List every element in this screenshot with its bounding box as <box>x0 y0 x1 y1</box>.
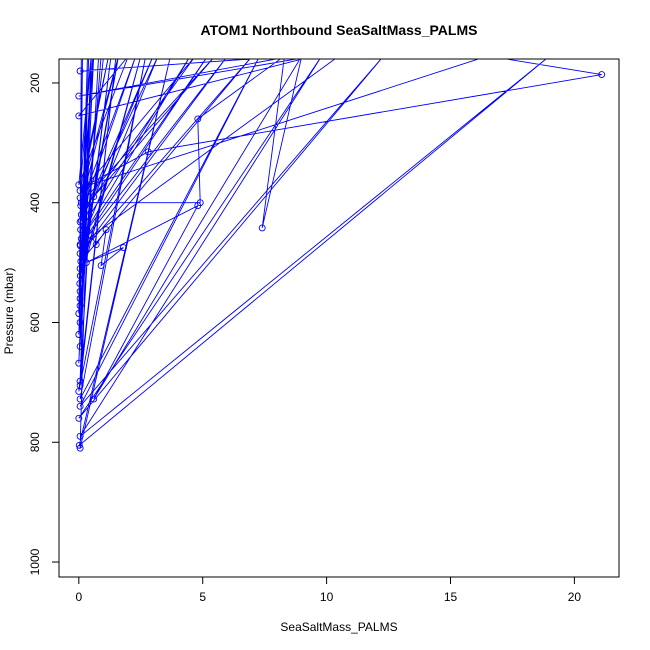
data-point <box>76 194 84 202</box>
data-point <box>80 253 88 261</box>
data-point <box>76 402 84 410</box>
data-point <box>194 115 202 123</box>
data-point <box>77 199 85 207</box>
data-point <box>76 377 84 385</box>
y-tick-label: 600 <box>28 312 42 332</box>
data-point <box>75 92 83 100</box>
data-point <box>76 302 84 310</box>
data-point <box>87 232 95 240</box>
data-point <box>75 310 83 317</box>
data-point <box>76 432 84 440</box>
data-point <box>76 395 84 403</box>
data-point <box>144 148 152 156</box>
data-point <box>76 272 84 280</box>
data-point <box>258 224 266 232</box>
data-point <box>81 184 89 192</box>
data-point <box>76 280 84 288</box>
y-axis-label: Pressure (mbar) <box>2 268 16 355</box>
x-tick-label: 0 <box>75 590 82 604</box>
x-axis: 0 5 10 15 20 <box>75 577 581 604</box>
y-tick-label: 800 <box>28 432 42 452</box>
data-point <box>82 259 90 267</box>
data-point <box>76 342 84 350</box>
data-point <box>90 193 98 201</box>
data-point <box>90 395 98 403</box>
data-point <box>76 241 84 249</box>
data-point <box>194 202 202 210</box>
data-point <box>76 187 84 195</box>
plot-area-frame <box>58 58 620 578</box>
data-point <box>77 226 85 234</box>
data-point <box>75 441 83 449</box>
x-tick-label: 15 <box>444 590 458 604</box>
data-point <box>76 287 84 295</box>
x-tick-label: 5 <box>199 590 206 604</box>
data-point <box>76 67 84 75</box>
y-tick-label: 200 <box>28 73 42 93</box>
data-point <box>119 244 127 252</box>
series-line <box>77 59 602 449</box>
data-point <box>82 182 90 190</box>
data-point <box>102 226 110 234</box>
data-point <box>77 217 85 225</box>
data-point <box>75 414 83 422</box>
data-point <box>76 295 84 302</box>
data-point <box>76 444 84 452</box>
data-point <box>75 112 83 120</box>
data-point <box>76 218 84 226</box>
y-axis: 200 400 600 800 1000 <box>28 73 59 575</box>
y-tick-label: 400 <box>28 192 42 212</box>
series-layer <box>75 59 606 452</box>
data-point <box>97 262 105 270</box>
x-tick-label: 20 <box>568 590 582 604</box>
data-point <box>598 71 606 79</box>
chart-title: ATOM1 Northbound SeaSaltMass_PALMS <box>201 22 478 38</box>
data-point <box>76 319 84 326</box>
data-point <box>76 265 84 273</box>
data-point <box>92 241 100 249</box>
y-tick-label: 1000 <box>28 548 42 575</box>
data-point <box>75 387 83 395</box>
data-point <box>75 331 83 338</box>
data-point <box>77 202 85 210</box>
x-axis-label: SeaSaltMass_PALMS <box>280 620 397 634</box>
data-point <box>75 359 83 367</box>
x-tick-label: 10 <box>320 590 334 604</box>
